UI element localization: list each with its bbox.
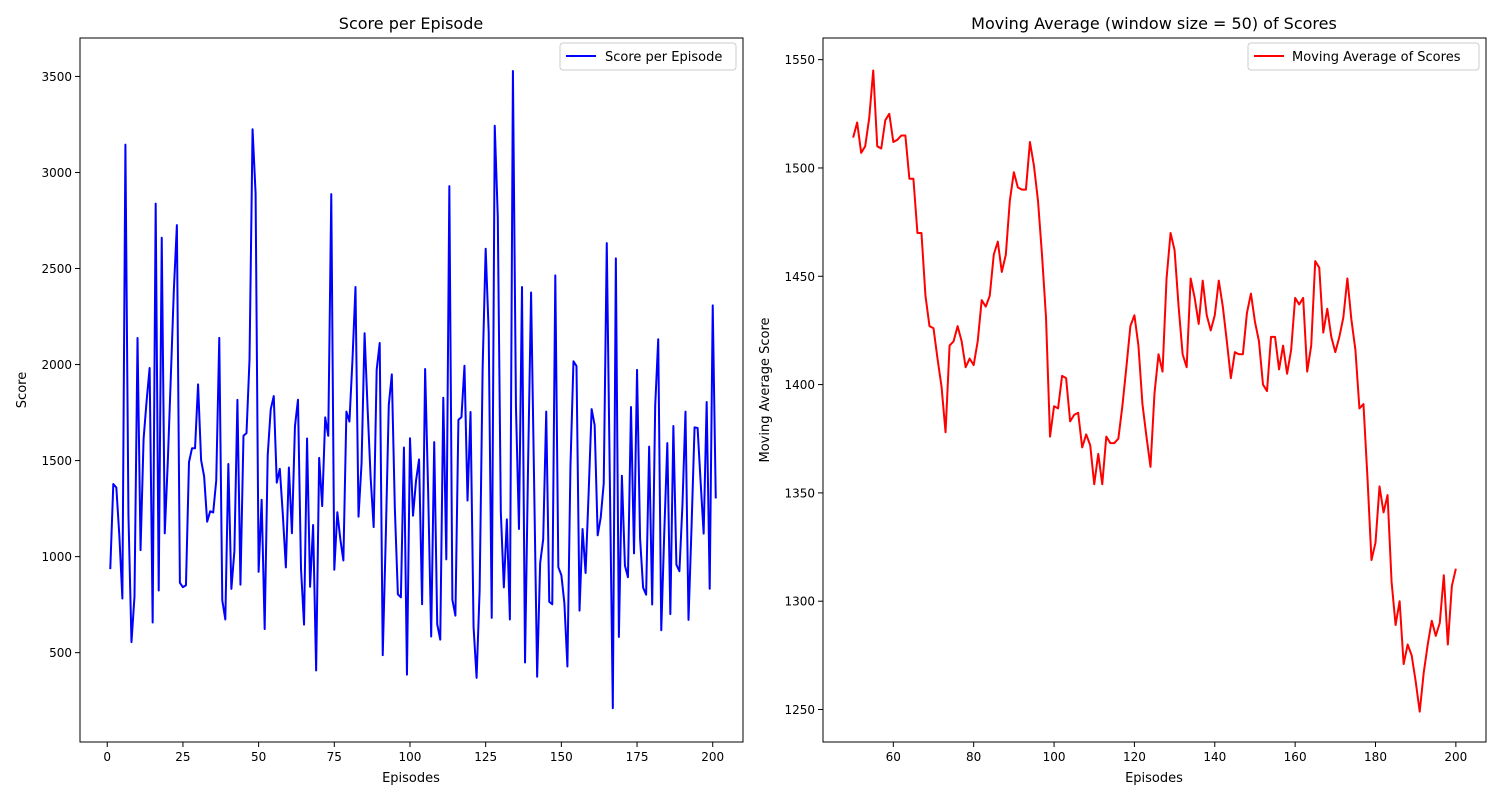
- axes-frame: [822, 37, 1487, 743]
- x-tick-label: 140: [1203, 750, 1226, 764]
- y-tick-label: 500: [49, 646, 72, 660]
- x-tick-label: 180: [1364, 750, 1387, 764]
- x-tick-label: 100: [399, 750, 422, 764]
- y-axis-label: Moving Average Score: [758, 317, 773, 462]
- x-axis-label: Episodes: [1125, 771, 1183, 786]
- y-tick-label: 1400: [784, 378, 815, 392]
- y-tick-label: 2000: [41, 358, 72, 372]
- series-line: [109, 70, 717, 710]
- x-tick-label: 120: [1123, 750, 1146, 764]
- legend: Score per Episode: [559, 42, 737, 71]
- y-tick-label: 1500: [784, 161, 815, 175]
- chart-title: Score per Episode: [339, 14, 483, 33]
- x-tick-label: 150: [550, 750, 573, 764]
- x-tick-label: 160: [1284, 750, 1307, 764]
- legend-box: [1247, 42, 1480, 71]
- x-tick-label: 75: [327, 750, 342, 764]
- legend-label: Score per Episode: [605, 50, 722, 65]
- series-line: [852, 69, 1457, 713]
- x-tick-label: 25: [175, 750, 190, 764]
- x-tick-label: 0: [103, 750, 111, 764]
- x-tick-label: 125: [474, 750, 497, 764]
- x-tick-label: 200: [1444, 750, 1467, 764]
- x-tick-label: 175: [626, 750, 649, 764]
- x-tick-label: 100: [1043, 750, 1066, 764]
- legend: Moving Average of Scores: [1247, 42, 1480, 71]
- y-tick-label: 1250: [784, 703, 815, 717]
- chart-title: Moving Average (window size = 50) of Sco…: [971, 14, 1337, 33]
- y-tick-label: 2500: [41, 262, 72, 276]
- y-tick-label: 1500: [41, 454, 72, 468]
- y-tick-label: 3000: [41, 166, 72, 180]
- axes-frame: [79, 37, 744, 743]
- x-tick-label: 50: [251, 750, 266, 764]
- x-tick-label: 60: [886, 750, 901, 764]
- x-tick-label: 200: [701, 750, 724, 764]
- y-tick-label: 1000: [41, 550, 72, 564]
- plot-area: 0 25 50 75 100 125 150 175 200 500 1000 1500 2000 250…: [41, 37, 744, 764]
- x-axis-label: Episodes: [382, 771, 440, 786]
- legend-label: Moving Average of Scores: [1292, 50, 1461, 65]
- y-tick-label: 1350: [784, 486, 815, 500]
- y-tick-label: 1450: [784, 270, 815, 284]
- moving-average-chart: Moving Average (window size = 50) of Sco…: [758, 14, 1487, 786]
- x-tick-label: 80: [966, 750, 981, 764]
- plot-area: 60 80 100 120 140 160 180 200 1250 1300 1350 1400 14…: [784, 37, 1487, 764]
- score-per-episode-chart: Score per Episode 0 25 50 75 100 125 150 175 200…: [15, 14, 744, 786]
- y-tick-label: 3500: [41, 70, 72, 84]
- y-tick-label: 1300: [784, 595, 815, 609]
- legend-box: [559, 42, 737, 71]
- y-axis-label: Score: [15, 372, 30, 408]
- y-tick-label: 1550: [784, 53, 815, 67]
